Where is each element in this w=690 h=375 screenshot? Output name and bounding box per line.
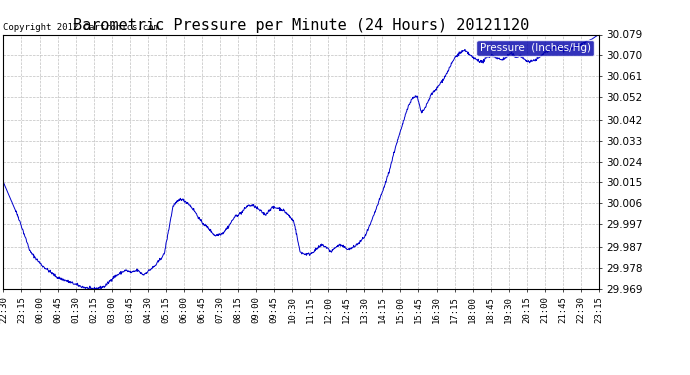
Title: Barometric Pressure per Minute (24 Hours) 20121120: Barometric Pressure per Minute (24 Hours… (73, 18, 529, 33)
Pressure  (Inches/Hg) (248, 204, 256, 209)
Line: Pressure  (Inches/Hg): Pressure (Inches/Hg) (3, 34, 599, 289)
Pressure  (Inches/Hg) (131, 269, 139, 273)
Pressure  (Inches/Hg) (83, 286, 92, 291)
Pressure  (Inches/Hg) (233, 214, 242, 219)
Pressure  (Inches/Hg) (542, 49, 551, 54)
Pressure  (Inches/Hg) (0, 180, 8, 184)
Legend: Pressure  (Inches/Hg): Pressure (Inches/Hg) (477, 40, 593, 56)
Pressure  (Inches/Hg) (491, 56, 500, 60)
Pressure  (Inches/Hg) (393, 141, 402, 145)
Pressure  (Inches/Hg) (595, 32, 603, 37)
Text: Copyright 2012 Cartronics.com: Copyright 2012 Cartronics.com (3, 23, 159, 32)
